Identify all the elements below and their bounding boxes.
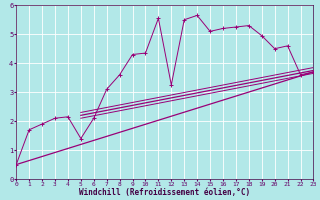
X-axis label: Windchill (Refroidissement éolien,°C): Windchill (Refroidissement éolien,°C) bbox=[79, 188, 251, 197]
